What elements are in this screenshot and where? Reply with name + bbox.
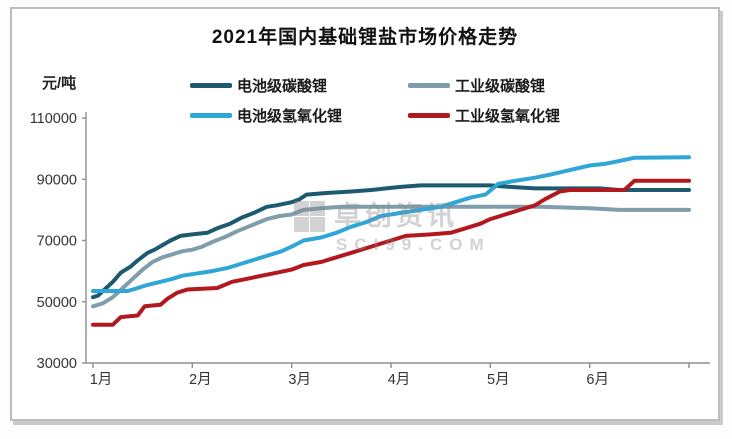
y-tick-label: 110000 xyxy=(30,111,77,127)
legend-label: 工业级氢氧化锂 xyxy=(455,108,561,125)
legend-line-swatch-industrial-hydroxide xyxy=(408,113,450,118)
x-tick-label: 1月 xyxy=(90,372,113,388)
series-line-0 xyxy=(91,183,691,300)
legend-line-swatch-battery-carbonate xyxy=(190,83,232,88)
y-tick-label: 70000 xyxy=(37,234,77,250)
legend-label: 电池级碳酸锂 xyxy=(237,78,328,95)
y-tick-label: 50000 xyxy=(37,295,77,311)
legend-item-industrial-carbonate: 工业级碳酸锂 xyxy=(408,75,560,96)
legend-item-battery-hydroxide: 电池级氢氧化锂 xyxy=(190,105,408,126)
x-axis-ticks: 1月 2月 3月 4月 5月 6月 xyxy=(90,363,690,388)
legend-line-swatch-industrial-carbonate xyxy=(408,83,450,88)
x-tick-label: 5月 xyxy=(487,372,510,388)
chart-title: 2021年国内基础锂盐市场价格走势 xyxy=(211,27,519,48)
x-tick-label: 2月 xyxy=(189,372,212,388)
y-axis-ticks: 30000 50000 70000 90000 110000 xyxy=(30,111,86,372)
x-tick-label: 3月 xyxy=(288,372,311,388)
y-tick-label: 30000 xyxy=(37,356,77,372)
legend-label: 工业级碳酸锂 xyxy=(455,78,546,95)
legend-line-swatch-battery-hydroxide xyxy=(190,113,232,118)
series-line-1 xyxy=(91,204,691,309)
legend: 电池级碳酸锂 工业级碳酸锂 电池级氢氧化锂 工业级氢氧化锂 xyxy=(190,75,560,126)
legend-label: 电池级氢氧化锂 xyxy=(237,108,343,125)
legend-item-battery-carbonate: 电池级碳酸锂 xyxy=(190,75,408,96)
y-axis-unit-label: 元/吨 xyxy=(42,75,77,92)
x-tick-label: 6月 xyxy=(586,372,609,388)
series-line-3 xyxy=(91,178,691,327)
legend-item-industrial-hydroxide: 工业级氢氧化锂 xyxy=(408,105,560,126)
y-tick-label: 90000 xyxy=(37,172,77,188)
series-line-2 xyxy=(91,155,691,293)
x-tick-label: 4月 xyxy=(388,372,411,388)
